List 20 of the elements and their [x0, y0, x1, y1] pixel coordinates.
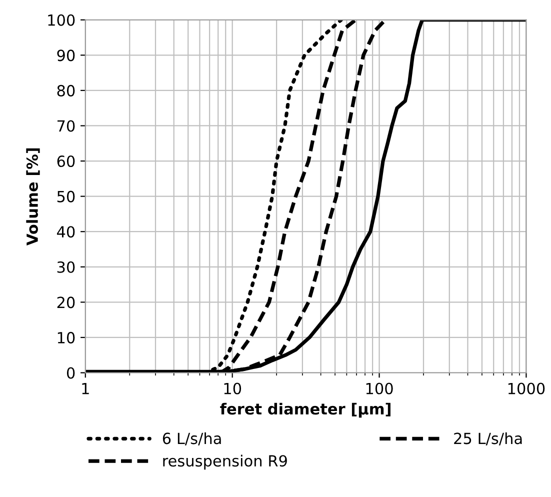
legend-label: 25 L/s/ha [454, 432, 522, 446]
legend-label: 6 L/s/ha [162, 432, 221, 446]
y-tick-label: 20 [57, 296, 75, 308]
y-tick-label: 100 [48, 14, 75, 26]
y-tick-label: 0 [66, 367, 75, 379]
y-tick-label: 30 [57, 261, 75, 273]
y-tick-label: 40 [56, 226, 75, 238]
x-tick-label: 10 [224, 382, 242, 394]
y-tick-label: 50 [57, 190, 75, 202]
legend-label: resuspension R9 [163, 454, 287, 470]
y-tick-label: 70 [57, 120, 75, 132]
y-tick-label: 60 [57, 155, 75, 168]
x-tick-label: 1 [82, 382, 89, 394]
x-tick-label: 1000 [508, 382, 545, 394]
y-tick-label: 80 [57, 84, 75, 96]
y-axis-title: Volume [%] [26, 148, 40, 246]
y-tick-label: 10 [58, 332, 75, 344]
x-axis-title: feret diameter [µm] [220, 402, 390, 418]
y-tick-label: 90 [57, 50, 75, 62]
x-tick-label: 100 [366, 382, 393, 394]
